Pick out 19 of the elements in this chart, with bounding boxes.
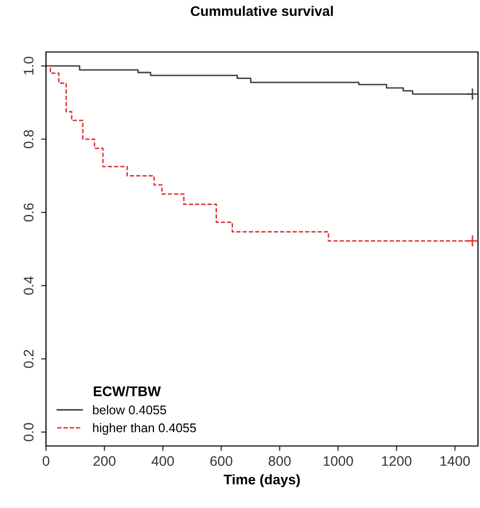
legend-title: ECW/TBW [94,386,161,396]
y-tick-label: 0.0 [24,422,34,442]
x-tick-label: 1000 [324,456,353,466]
x-tick-label: 200 [94,456,116,466]
x-tick-label: 400 [152,456,174,466]
x-tick-label: 0 [42,456,50,466]
y-tick-label: 1.0 [24,56,34,75]
x-tick-label: 1400 [440,456,470,466]
legend-label: below 0.4055 [93,405,166,414]
legend-label: higher than 0.4055 [93,423,196,435]
x-tick-label: 800 [268,456,291,466]
y-tick-label: 0.4 [24,276,34,295]
y-tick-label: 0.2 [24,350,34,368]
x-axis-title: Time (days) [224,474,300,488]
x-tick-label: 600 [210,456,232,466]
y-tick-label: 0.6 [24,203,34,222]
x-tick-label: 1200 [382,456,412,466]
chart-title: Cummulative survival [190,6,333,16]
y-tick-label: 0.8 [24,130,34,148]
